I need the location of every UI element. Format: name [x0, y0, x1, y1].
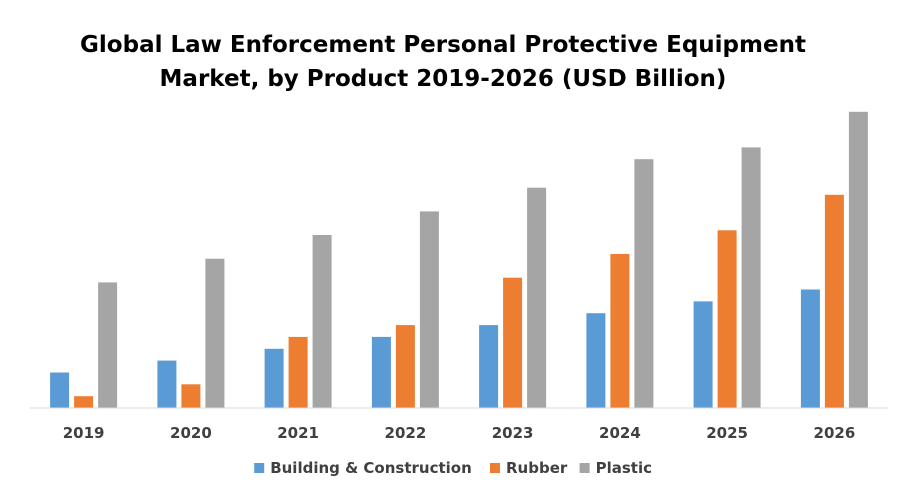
x-tick-label-2023: 2023 — [492, 424, 534, 442]
bars-layer — [50, 111, 868, 409]
bar-2023-series-1 — [503, 277, 523, 408]
bar-2020-series-0 — [157, 360, 177, 408]
chart-title-line-2: Market, by Product 2019-2026 (USD Billio… — [160, 66, 727, 92]
bar-2025-series-1 — [717, 230, 737, 408]
legend-label-2: Plastic — [596, 459, 652, 477]
x-tick-label-2024: 2024 — [599, 424, 641, 442]
bar-2021-series-1 — [288, 336, 308, 408]
x-tick-label-2026: 2026 — [814, 424, 856, 442]
x-axis-tick-labels: 2019 2020 2021 2022 2023 2024 2025 2026 — [63, 424, 856, 442]
bar-2022-series-1 — [395, 325, 415, 408]
bar-2021-series-2 — [312, 235, 332, 408]
legend-swatch-2 — [579, 463, 590, 473]
legend: Building & Construction Rubber Plastic — [254, 459, 652, 477]
bar-2023-series-0 — [479, 325, 499, 408]
bar-2025-series-2 — [741, 147, 761, 408]
x-tick-label-2025: 2025 — [706, 424, 748, 442]
x-tick-label-2021: 2021 — [277, 424, 319, 442]
chart-title: Global Law Enforcement Personal Protecti… — [80, 32, 806, 92]
legend-swatch-1 — [490, 463, 500, 473]
bar-2026-series-1 — [824, 194, 844, 408]
bar-2020-series-1 — [181, 384, 201, 408]
bar-2022-series-2 — [419, 211, 439, 408]
bar-2026-series-2 — [848, 111, 868, 409]
bar-2025-series-0 — [693, 301, 713, 408]
bar-2024-series-0 — [586, 313, 606, 408]
legend-label-0: Building & Construction — [270, 459, 472, 477]
x-tick-label-2019: 2019 — [63, 424, 105, 442]
bar-2026-series-0 — [800, 289, 820, 408]
bar-2019-series-0 — [50, 372, 70, 408]
bar-2022-series-0 — [371, 336, 391, 408]
legend-label-1: Rubber — [506, 459, 568, 477]
bar-2023-series-2 — [527, 187, 547, 408]
x-tick-label-2020: 2020 — [170, 424, 212, 442]
chart-title-line-1: Global Law Enforcement Personal Protecti… — [80, 32, 806, 58]
bar-2024-series-2 — [634, 159, 654, 408]
bar-2024-series-1 — [610, 254, 630, 408]
legend-swatch-0 — [254, 463, 265, 473]
bar-2020-series-2 — [205, 258, 225, 408]
bar-2021-series-0 — [264, 348, 284, 408]
bar-2019-series-1 — [74, 396, 94, 408]
bar-2019-series-2 — [98, 282, 118, 408]
x-tick-label-2022: 2022 — [385, 424, 427, 442]
